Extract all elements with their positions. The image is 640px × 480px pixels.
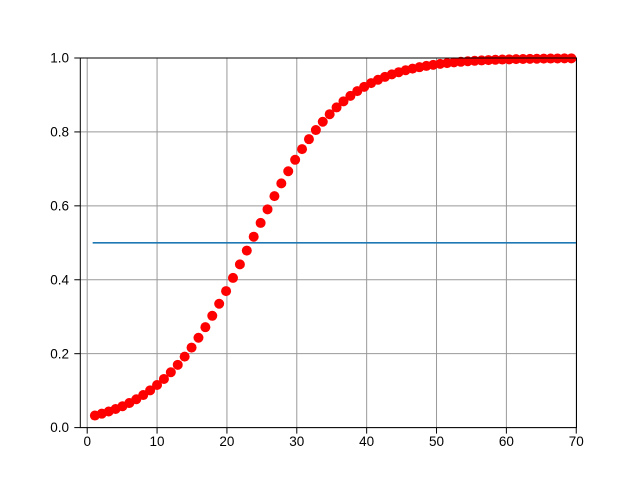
svg-text:50: 50 bbox=[429, 434, 444, 449]
svg-text:30: 30 bbox=[289, 434, 304, 449]
svg-text:0.2: 0.2 bbox=[50, 346, 69, 361]
svg-text:40: 40 bbox=[359, 434, 374, 449]
svg-text:0.4: 0.4 bbox=[50, 272, 69, 287]
svg-text:0: 0 bbox=[83, 434, 91, 449]
svg-text:60: 60 bbox=[499, 434, 514, 449]
svg-text:0.8: 0.8 bbox=[50, 125, 69, 140]
svg-text:0.6: 0.6 bbox=[50, 198, 69, 213]
svg-text:20: 20 bbox=[219, 434, 234, 449]
svg-text:70: 70 bbox=[569, 434, 584, 449]
svg-text:10: 10 bbox=[150, 434, 165, 449]
svg-text:0.0: 0.0 bbox=[50, 420, 69, 435]
svg-text:1.0: 1.0 bbox=[50, 51, 69, 66]
